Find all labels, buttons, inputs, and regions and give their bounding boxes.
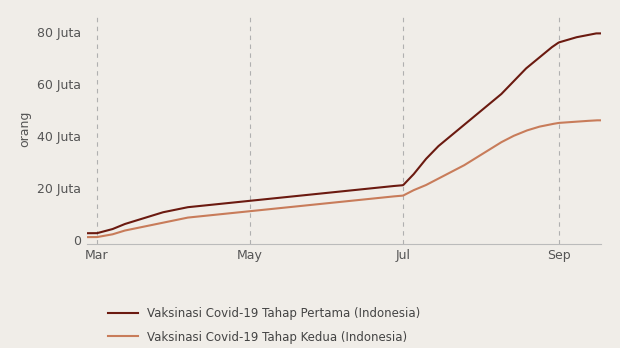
Vaksinasi Covid-19 Tahap Pertama (Indonesia) <box>389 184 397 188</box>
Line: Vaksinasi Covid-19 Tahap Pertama (Indonesia): Vaksinasi Covid-19 Tahap Pertama (Indone… <box>87 33 601 233</box>
Y-axis label: orang: orang <box>19 111 32 147</box>
Vaksinasi Covid-19 Tahap Pertama (Indonesia) <box>593 31 601 35</box>
Vaksinasi Covid-19 Tahap Pertama (Indonesia) <box>505 85 512 89</box>
Vaksinasi Covid-19 Tahap Kedua (Indonesia) <box>593 118 601 122</box>
Vaksinasi Covid-19 Tahap Kedua (Indonesia) <box>585 119 593 123</box>
Vaksinasi Covid-19 Tahap Kedua (Indonesia) <box>330 200 338 205</box>
Line: Vaksinasi Covid-19 Tahap Kedua (Indonesia): Vaksinasi Covid-19 Tahap Kedua (Indonesi… <box>87 120 601 237</box>
Vaksinasi Covid-19 Tahap Pertama (Indonesia) <box>598 31 605 35</box>
Vaksinasi Covid-19 Tahap Kedua (Indonesia) <box>327 201 335 205</box>
Legend: Vaksinasi Covid-19 Tahap Pertama (Indonesia), Vaksinasi Covid-19 Tahap Kedua (In: Vaksinasi Covid-19 Tahap Pertama (Indone… <box>108 307 420 343</box>
Vaksinasi Covid-19 Tahap Pertama (Indonesia) <box>83 231 91 235</box>
Vaksinasi Covid-19 Tahap Kedua (Indonesia) <box>598 118 605 122</box>
Vaksinasi Covid-19 Tahap Pertama (Indonesia) <box>361 187 369 191</box>
Vaksinasi Covid-19 Tahap Pertama (Indonesia) <box>330 190 338 194</box>
Vaksinasi Covid-19 Tahap Kedua (Indonesia) <box>83 235 91 239</box>
Vaksinasi Covid-19 Tahap Pertama (Indonesia) <box>585 33 593 37</box>
Vaksinasi Covid-19 Tahap Kedua (Indonesia) <box>505 136 512 141</box>
Vaksinasi Covid-19 Tahap Kedua (Indonesia) <box>389 195 397 199</box>
Vaksinasi Covid-19 Tahap Pertama (Indonesia) <box>327 190 335 195</box>
Vaksinasi Covid-19 Tahap Kedua (Indonesia) <box>361 197 369 201</box>
